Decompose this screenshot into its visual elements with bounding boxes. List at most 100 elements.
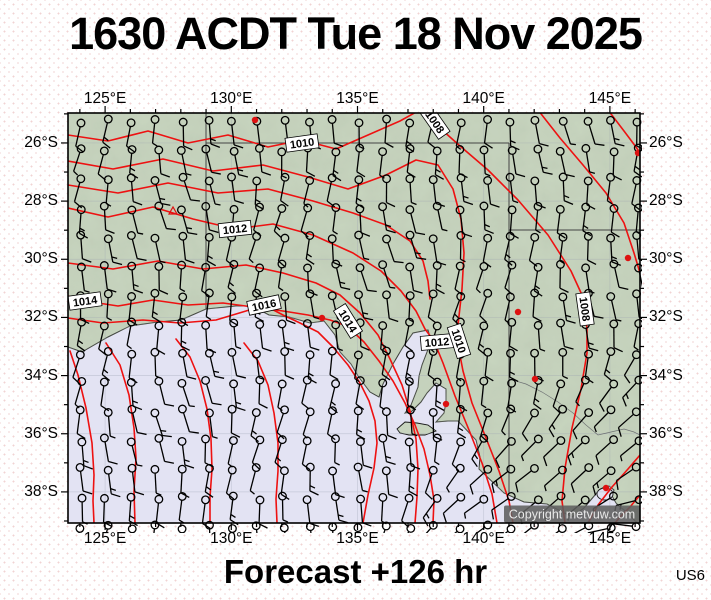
wind-barb [507,146,526,178]
wind-barb [76,230,92,263]
wind-barb [501,404,516,436]
wind-barb [177,464,190,498]
wind-barb [555,524,567,533]
wind-barb [103,465,121,498]
wind-barb [101,347,113,382]
wind-barb [543,465,567,492]
wind-barb [381,346,391,381]
wind-barb [326,173,337,208]
wind-barb [353,462,368,493]
wind-barb [583,116,605,146]
wind-barb [495,436,516,469]
wind-barb [248,231,262,264]
wind-barb [331,434,340,466]
wind-barb [382,234,404,264]
wind-barb [515,463,539,493]
wind-barb [228,491,239,526]
pressure-label: 1014 [68,291,103,311]
wind-barb [558,116,576,146]
wind-barb [533,201,543,234]
wind-barb [103,234,123,266]
city-dot [634,149,640,157]
wind-barb [479,288,493,323]
wind-barb [303,176,315,208]
lat-label: 34°S [24,366,58,384]
wind-barb [382,290,399,323]
isobar-line [539,113,640,274]
wind-barb [507,317,518,352]
wind-barb [432,146,444,180]
wind-barb [103,407,116,439]
wind-barb [127,292,138,326]
wind-barb [479,201,494,235]
wind-barb [279,523,289,533]
wind-barb [201,144,221,175]
lat-label: 36°S [24,424,58,442]
wind-barb [405,174,417,206]
wind-barb [378,202,396,234]
wind-barb [609,204,620,238]
wind-barb [353,406,366,440]
wind-barb [483,115,493,149]
svg-text:1012: 1012 [424,336,449,350]
wind-barb [355,263,377,293]
wind-barb [204,176,221,206]
wind-barb [126,173,143,206]
svg-text:1008: 1008 [576,296,591,322]
wind-barb [327,346,339,381]
wind-barb [75,405,86,440]
wind-barb [154,261,169,295]
lon-label: 140°E [462,90,505,107]
wind-barb [279,466,290,500]
wind-barb [103,520,113,533]
wind-barb [491,491,516,520]
wind-barb [378,433,396,465]
wind-barb [126,317,136,350]
svg-text:1014: 1014 [72,294,99,309]
wind-barb [103,289,113,321]
wind-barb [558,292,576,324]
isobar-line [105,342,137,523]
wind-barb [479,376,489,409]
lon-label: 125°E [83,90,127,107]
wind-barb [432,261,445,295]
wind-barb [303,263,318,296]
wind-barb [432,433,442,466]
wind-barb [273,204,287,239]
wind-barb [331,259,351,291]
wind-barb [76,317,87,352]
wind-barb [154,201,176,231]
wind-barb [227,404,241,438]
wind-barb [76,262,90,293]
wind-barb [603,347,616,382]
wind-barb [277,233,290,268]
wind-barb [226,116,244,149]
wind-barb [204,232,216,267]
wind-barb [378,321,390,355]
wind-barb [451,437,466,472]
wind-barb [572,408,594,440]
wind-barb [455,404,467,439]
wind-barb [355,437,373,469]
wind-barb [583,176,596,210]
lat-label: 30°S [24,250,58,268]
wind-barb [381,466,398,499]
wind-barb [204,115,221,148]
wind-barb [528,232,540,267]
wind-barb [406,523,416,533]
wind-barb [483,176,500,208]
chart-title: 1630 ACDT Tue 18 Nov 2025 [69,8,643,59]
wind-barb [227,259,239,294]
wind-barb [150,176,171,206]
wind-barb [125,118,136,153]
lat-label: 38°S [649,482,683,500]
lat-label: 38°S [24,482,58,500]
wind-barb [305,350,317,384]
wind-barb [504,292,515,325]
wind-barb [606,172,616,205]
svg-text:1012: 1012 [222,223,248,237]
wind-barb [177,524,187,533]
wind-barb [254,263,265,298]
map-frame [67,112,641,524]
